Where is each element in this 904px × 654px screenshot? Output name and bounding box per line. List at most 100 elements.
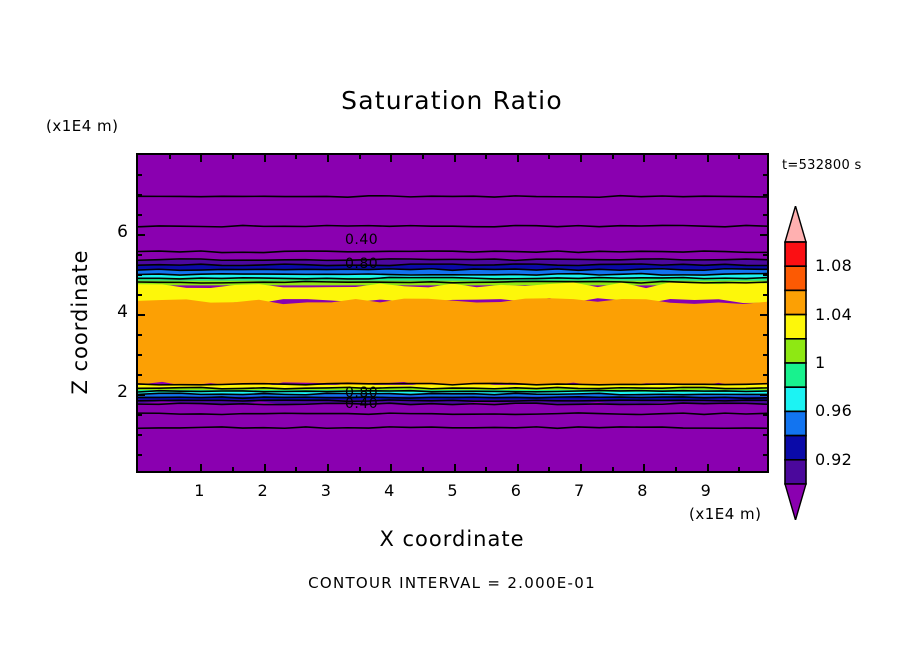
x-axis-tick xyxy=(706,464,709,471)
x-axis-tick xyxy=(231,467,234,471)
x-axis-tick xyxy=(263,464,266,471)
contour-line xyxy=(138,412,767,416)
y-axis-tick xyxy=(760,234,767,236)
contour-line xyxy=(138,392,767,396)
x-tick-label: 6 xyxy=(510,481,521,500)
contour-line xyxy=(138,194,767,199)
contour-band xyxy=(138,264,767,270)
y-axis-tick xyxy=(138,354,142,356)
y-axis-title: Z coordinate xyxy=(68,249,92,395)
x-axis-unit-label: (x1E4 m) xyxy=(689,505,762,523)
contour-value-label: 0.40 xyxy=(345,396,379,412)
x-axis-tick xyxy=(485,155,488,159)
x-tick-label: 9 xyxy=(700,481,711,500)
page-title: Saturation Ratio xyxy=(341,86,563,115)
y-axis-tick xyxy=(138,394,145,396)
y-tick-label: 6 xyxy=(117,222,128,242)
x-axis-tick xyxy=(326,155,329,162)
x-axis-tick xyxy=(263,155,266,162)
contour-interval-label: CONTOUR INTERVAL = 2.000E-01 xyxy=(308,574,596,592)
contour-value-label: 0.80 xyxy=(345,385,379,401)
x-axis-tick xyxy=(390,464,393,471)
contour-line xyxy=(138,426,767,430)
x-axis-tick xyxy=(706,155,709,162)
colorbar-swatch xyxy=(784,313,807,340)
y-axis-tick xyxy=(763,174,767,176)
x-axis-tick xyxy=(738,467,741,471)
colorbar-swatch xyxy=(784,459,807,485)
y-axis-tick xyxy=(138,334,142,336)
colorbar-tick-label: 1 xyxy=(815,353,826,372)
contour-band xyxy=(138,298,767,388)
contour-line xyxy=(138,389,767,393)
contour-field xyxy=(138,155,767,471)
colorbar-tick-label: 0.96 xyxy=(815,401,853,421)
y-axis-tick xyxy=(138,174,142,176)
y-axis-tick xyxy=(760,314,767,316)
contour-line xyxy=(138,386,767,390)
contour-value-label: 0.80 xyxy=(345,256,379,272)
colorbar-top-tip xyxy=(784,206,807,243)
x-tick-label: 4 xyxy=(384,481,395,500)
x-axis-tick xyxy=(295,467,298,471)
contour-band xyxy=(138,259,767,265)
contour-line xyxy=(138,399,767,403)
x-axis-tick xyxy=(485,467,488,471)
x-axis-tick xyxy=(358,467,361,471)
x-axis-tick xyxy=(200,155,203,162)
y-axis-tick xyxy=(138,254,142,256)
x-tick-label: 8 xyxy=(637,481,648,500)
colorbar-swatch xyxy=(784,362,807,389)
y-tick-label: 2 xyxy=(117,382,128,402)
y-axis-tick xyxy=(763,274,767,276)
contour-band xyxy=(138,401,767,471)
y-axis-tick xyxy=(138,234,145,236)
colorbar-swatch xyxy=(784,265,807,292)
x-axis-tick xyxy=(358,155,361,159)
contour-line xyxy=(138,382,767,386)
y-axis-tick xyxy=(138,294,142,296)
x-tick-label: 7 xyxy=(574,481,585,500)
y-axis-tick xyxy=(763,374,767,376)
x-axis-tick xyxy=(168,467,171,471)
x-axis-tick xyxy=(231,155,234,159)
colorbar-swatch xyxy=(784,434,807,461)
contour-line xyxy=(138,263,767,267)
x-tick-label: 2 xyxy=(257,481,268,500)
contour-line xyxy=(138,224,767,228)
y-axis-tick xyxy=(763,354,767,356)
y-axis-tick xyxy=(760,394,767,396)
colorbar-swatch xyxy=(784,241,807,268)
y-axis-tick xyxy=(763,414,767,416)
x-tick-label: 3 xyxy=(320,481,331,500)
x-axis-tick xyxy=(295,155,298,159)
contour-band xyxy=(138,269,767,275)
x-axis-tick xyxy=(643,155,646,162)
colorbar-swatch xyxy=(784,289,807,316)
colorbar-tick-label: 1.04 xyxy=(815,304,853,324)
x-axis-tick xyxy=(516,464,519,471)
x-axis-tick xyxy=(675,467,678,471)
colorbar-swatch xyxy=(784,410,807,437)
time-annotation: t=532800 s xyxy=(782,158,862,173)
y-axis-tick xyxy=(763,294,767,296)
x-axis-tick xyxy=(326,464,329,471)
x-axis-tick xyxy=(516,155,519,162)
contour-plot-area[interactable] xyxy=(136,153,769,473)
y-axis-unit-label: (x1E4 m) xyxy=(46,117,119,135)
colorbar[interactable] xyxy=(784,206,807,520)
y-axis-tick xyxy=(763,254,767,256)
y-axis-tick xyxy=(138,434,142,436)
contour-band xyxy=(138,384,767,389)
x-axis-tick xyxy=(611,155,614,159)
x-axis-tick xyxy=(738,155,741,159)
y-axis-tick xyxy=(138,274,142,276)
x-axis-tick xyxy=(200,464,203,471)
y-axis-tick xyxy=(763,454,767,456)
y-tick-label: 4 xyxy=(117,302,128,322)
x-axis-tick xyxy=(453,155,456,162)
y-axis-tick xyxy=(138,314,145,316)
x-axis-tick xyxy=(580,464,583,471)
contour-line xyxy=(138,402,767,406)
colorbar-swatch xyxy=(784,338,807,364)
